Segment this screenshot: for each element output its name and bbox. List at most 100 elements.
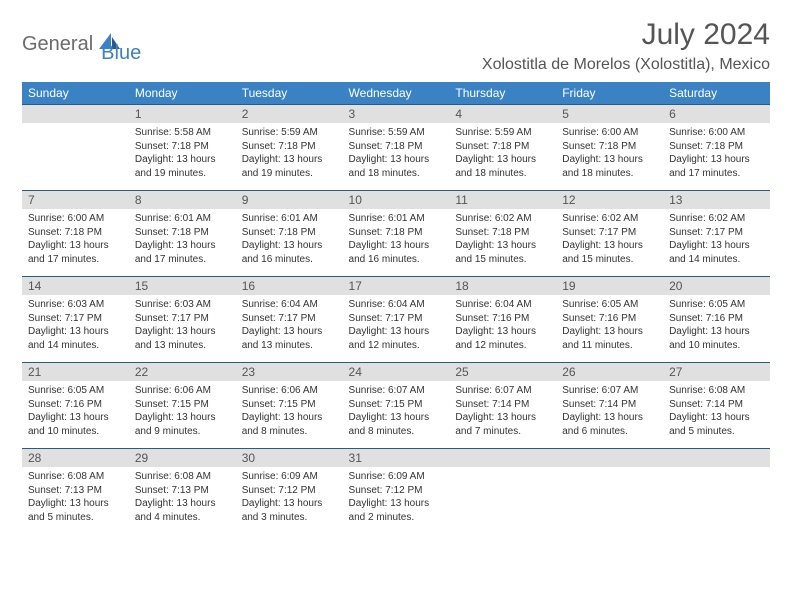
daylight-text: Daylight: 13 hours and 10 minutes. [669,325,764,352]
day-number-cell [22,105,129,124]
daylight-text: Daylight: 13 hours and 16 minutes. [349,239,444,266]
weekday-header: Sunday [22,82,129,105]
daylight-text: Daylight: 13 hours and 2 minutes. [349,497,444,524]
sunset-text: Sunset: 7:18 PM [669,140,764,154]
sunset-text: Sunset: 7:18 PM [562,140,657,154]
daylight-text: Daylight: 13 hours and 15 minutes. [562,239,657,266]
sunset-text: Sunset: 7:18 PM [28,226,123,240]
sunset-text: Sunset: 7:13 PM [28,484,123,498]
sunset-text: Sunset: 7:18 PM [455,226,550,240]
daylight-text: Daylight: 13 hours and 14 minutes. [669,239,764,266]
calendar-table: Sunday Monday Tuesday Wednesday Thursday… [22,82,770,534]
sunrise-text: Sunrise: 6:09 AM [242,470,337,484]
weekday-header: Thursday [449,82,556,105]
day-number-cell: 17 [343,277,450,296]
day-detail-cell: Sunrise: 6:00 AMSunset: 7:18 PMDaylight:… [22,209,129,277]
sunrise-text: Sunrise: 6:07 AM [349,384,444,398]
day-number-cell: 19 [556,277,663,296]
sunset-text: Sunset: 7:14 PM [562,398,657,412]
sunrise-text: Sunrise: 6:07 AM [562,384,657,398]
daylight-text: Daylight: 13 hours and 18 minutes. [562,153,657,180]
weekday-header: Wednesday [343,82,450,105]
day-number-cell: 29 [129,449,236,468]
day-number-cell: 9 [236,191,343,210]
daylight-text: Daylight: 13 hours and 16 minutes. [242,239,337,266]
day-detail-cell [449,467,556,534]
sunset-text: Sunset: 7:16 PM [562,312,657,326]
daylight-text: Daylight: 13 hours and 12 minutes. [349,325,444,352]
daylight-text: Daylight: 13 hours and 4 minutes. [135,497,230,524]
daylight-text: Daylight: 13 hours and 6 minutes. [562,411,657,438]
daylight-text: Daylight: 13 hours and 18 minutes. [455,153,550,180]
daylight-text: Daylight: 13 hours and 5 minutes. [28,497,123,524]
day-detail-cell: Sunrise: 6:08 AMSunset: 7:14 PMDaylight:… [663,381,770,449]
sunrise-text: Sunrise: 6:02 AM [455,212,550,226]
sunrise-text: Sunrise: 6:06 AM [242,384,337,398]
day-number-cell: 1 [129,105,236,124]
day-number-cell: 16 [236,277,343,296]
day-detail-cell: Sunrise: 5:59 AMSunset: 7:18 PMDaylight:… [449,123,556,191]
sunrise-text: Sunrise: 6:03 AM [135,298,230,312]
day-number-cell: 28 [22,449,129,468]
day-number-row: 14151617181920 [22,277,770,296]
logo-text-general: General [22,33,93,56]
location-label: Xolostitla de Morelos (Xolostitla), Mexi… [482,56,770,74]
weekday-header: Friday [556,82,663,105]
daylight-text: Daylight: 13 hours and 17 minutes. [669,153,764,180]
day-number-cell: 4 [449,105,556,124]
day-detail-cell: Sunrise: 6:07 AMSunset: 7:14 PMDaylight:… [449,381,556,449]
daylight-text: Daylight: 13 hours and 12 minutes. [455,325,550,352]
day-detail-cell: Sunrise: 6:00 AMSunset: 7:18 PMDaylight:… [556,123,663,191]
sunrise-text: Sunrise: 6:06 AM [135,384,230,398]
day-detail-cell: Sunrise: 6:05 AMSunset: 7:16 PMDaylight:… [663,295,770,363]
day-number-cell: 20 [663,277,770,296]
sunrise-text: Sunrise: 6:05 AM [28,384,123,398]
daylight-text: Daylight: 13 hours and 3 minutes. [242,497,337,524]
sunset-text: Sunset: 7:12 PM [349,484,444,498]
daylight-text: Daylight: 13 hours and 11 minutes. [562,325,657,352]
sunset-text: Sunset: 7:14 PM [669,398,764,412]
sunset-text: Sunset: 7:15 PM [135,398,230,412]
sunset-text: Sunset: 7:13 PM [135,484,230,498]
day-number-cell: 11 [449,191,556,210]
day-detail-row: Sunrise: 6:05 AMSunset: 7:16 PMDaylight:… [22,381,770,449]
day-number-row: 28293031 [22,449,770,468]
sunset-text: Sunset: 7:17 PM [28,312,123,326]
day-number-cell [449,449,556,468]
day-number-cell: 30 [236,449,343,468]
daylight-text: Daylight: 13 hours and 13 minutes. [242,325,337,352]
sunrise-text: Sunrise: 5:59 AM [455,126,550,140]
day-detail-row: Sunrise: 5:58 AMSunset: 7:18 PMDaylight:… [22,123,770,191]
daylight-text: Daylight: 13 hours and 19 minutes. [242,153,337,180]
day-number-cell [663,449,770,468]
sunset-text: Sunset: 7:17 PM [242,312,337,326]
sunrise-text: Sunrise: 6:04 AM [455,298,550,312]
day-number-cell: 12 [556,191,663,210]
weekday-header: Monday [129,82,236,105]
sunrise-text: Sunrise: 6:05 AM [669,298,764,312]
day-detail-cell: Sunrise: 6:08 AMSunset: 7:13 PMDaylight:… [22,467,129,534]
day-detail-cell: Sunrise: 6:05 AMSunset: 7:16 PMDaylight:… [556,295,663,363]
sunset-text: Sunset: 7:18 PM [135,140,230,154]
weekday-header: Tuesday [236,82,343,105]
day-detail-row: Sunrise: 6:03 AMSunset: 7:17 PMDaylight:… [22,295,770,363]
sunrise-text: Sunrise: 6:04 AM [242,298,337,312]
day-number-cell: 14 [22,277,129,296]
sunrise-text: Sunrise: 6:08 AM [135,470,230,484]
daylight-text: Daylight: 13 hours and 5 minutes. [669,411,764,438]
day-detail-cell: Sunrise: 6:04 AMSunset: 7:17 PMDaylight:… [343,295,450,363]
day-detail-cell: Sunrise: 6:07 AMSunset: 7:15 PMDaylight:… [343,381,450,449]
day-number-cell: 6 [663,105,770,124]
daylight-text: Daylight: 13 hours and 17 minutes. [28,239,123,266]
sunset-text: Sunset: 7:18 PM [455,140,550,154]
day-number-cell: 13 [663,191,770,210]
day-detail-cell: Sunrise: 6:01 AMSunset: 7:18 PMDaylight:… [129,209,236,277]
sunrise-text: Sunrise: 5:59 AM [242,126,337,140]
day-detail-cell: Sunrise: 6:06 AMSunset: 7:15 PMDaylight:… [236,381,343,449]
day-number-cell: 10 [343,191,450,210]
day-detail-cell: Sunrise: 6:00 AMSunset: 7:18 PMDaylight:… [663,123,770,191]
sunrise-text: Sunrise: 6:05 AM [562,298,657,312]
day-number-cell: 2 [236,105,343,124]
daylight-text: Daylight: 13 hours and 19 minutes. [135,153,230,180]
day-detail-cell [556,467,663,534]
